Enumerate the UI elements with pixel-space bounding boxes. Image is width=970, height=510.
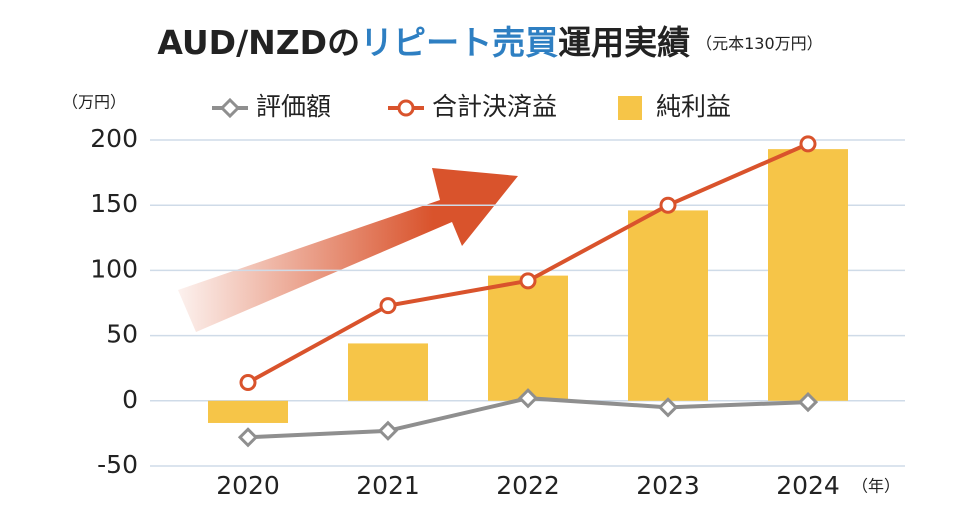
x-axis-label: （年） bbox=[852, 477, 900, 496]
x-tick-label: 2020 bbox=[216, 471, 280, 500]
bar bbox=[208, 400, 288, 423]
y-axis-label: （万円） bbox=[62, 93, 126, 112]
legend-marker bbox=[397, 99, 415, 117]
x-tick-label: 2022 bbox=[496, 471, 560, 500]
y-tick-label: -50 bbox=[97, 450, 138, 479]
subtitle: （元本130万円） bbox=[696, 34, 823, 53]
legend-label: 純利益 bbox=[656, 92, 731, 121]
bar bbox=[488, 275, 568, 401]
series-line bbox=[239, 135, 817, 392]
series-line bbox=[237, 388, 819, 448]
x-tick-label: 2021 bbox=[356, 471, 420, 500]
arrow bbox=[178, 168, 518, 332]
x-tick-label: 2023 bbox=[636, 471, 700, 500]
title-part: 運用実績 bbox=[558, 23, 690, 62]
point bbox=[379, 297, 397, 315]
point bbox=[519, 272, 537, 290]
bar bbox=[628, 210, 708, 401]
legend-label: 評価額 bbox=[256, 92, 331, 121]
point bbox=[797, 391, 819, 413]
point bbox=[657, 397, 679, 418]
y-tick-label: 0 bbox=[122, 385, 138, 414]
y-tick-label: 200 bbox=[90, 124, 138, 153]
y-tick-label: 50 bbox=[106, 320, 138, 349]
bar bbox=[348, 343, 428, 401]
title-part: AUD/NZDの bbox=[157, 23, 360, 62]
legend-swatch bbox=[618, 96, 642, 120]
point bbox=[377, 420, 399, 441]
legend-item: 純利益 bbox=[618, 92, 731, 121]
title-part: リピート売買 bbox=[360, 23, 558, 62]
trend-arrow bbox=[178, 168, 518, 332]
bar bbox=[768, 149, 848, 401]
y-tick-label: 100 bbox=[90, 254, 138, 283]
legend-item: 合計決済益 bbox=[388, 92, 557, 121]
y-tick-label: 150 bbox=[90, 189, 138, 218]
x-tick-label: 2024 bbox=[776, 471, 840, 500]
legend-item: 評価額 bbox=[212, 92, 331, 121]
point bbox=[799, 135, 817, 153]
chart-title: AUD/NZDのリピート売買運用実績 （元本130万円） bbox=[157, 23, 822, 62]
point bbox=[517, 388, 539, 409]
point bbox=[659, 196, 677, 214]
point bbox=[239, 374, 257, 392]
legend-marker bbox=[219, 97, 241, 119]
point bbox=[237, 427, 259, 448]
legend-label: 合計決済益 bbox=[432, 92, 557, 121]
